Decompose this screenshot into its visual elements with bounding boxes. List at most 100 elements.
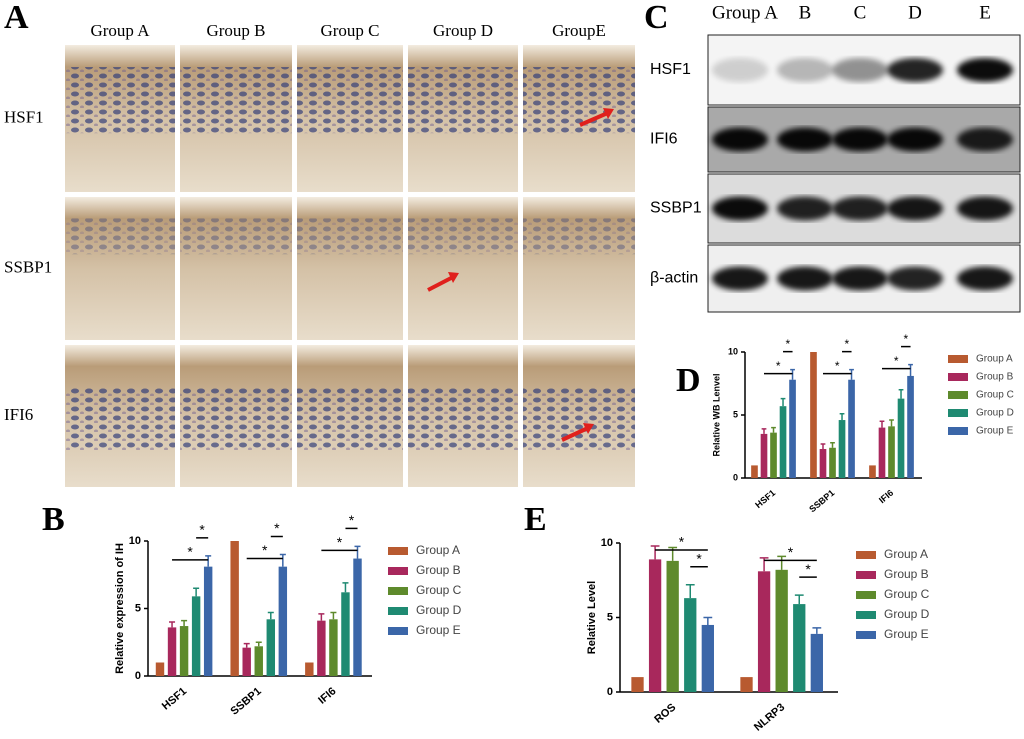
bar [829, 447, 836, 478]
band [887, 196, 943, 221]
histology-image [523, 45, 635, 192]
significance-label: * [805, 561, 811, 577]
error-bar [330, 611, 337, 620]
error-bar [889, 419, 894, 427]
arrow-head [603, 108, 614, 119]
bar [242, 647, 251, 676]
error-bar [794, 594, 804, 605]
bar [740, 677, 753, 692]
histology-image [408, 197, 518, 340]
row-label: HSF1 [4, 107, 44, 126]
row-label: IFI6 [4, 405, 33, 424]
significance-label: * [776, 359, 781, 373]
band [712, 196, 768, 221]
y-tick-label: 0 [135, 670, 141, 682]
legend-label: Group D [416, 603, 462, 617]
histology-image [523, 197, 635, 340]
y-axis-label: Relative WB Lenvel [711, 373, 721, 456]
arrow [427, 274, 456, 292]
bar [684, 598, 697, 692]
significance-label: * [835, 359, 840, 373]
arrow-head [583, 423, 594, 434]
column-label: GroupE [552, 21, 606, 40]
error-bar [777, 555, 787, 570]
significance-label: * [187, 544, 193, 560]
bar [631, 677, 644, 692]
column-label: Group B [206, 21, 265, 40]
blot [707, 173, 1021, 244]
lane-label: B [799, 2, 812, 23]
nuclei [297, 218, 403, 255]
bar [167, 627, 177, 676]
bar [155, 662, 165, 676]
legend-swatch [948, 391, 968, 399]
blot [707, 34, 1021, 106]
y-tick-label: 5 [607, 611, 613, 623]
panel-letter: C [644, 0, 669, 36]
significance-label: * [199, 522, 205, 538]
bar [907, 375, 914, 478]
bar [869, 465, 876, 478]
error-bar [243, 642, 250, 648]
band [887, 58, 943, 82]
error-bar [898, 389, 904, 399]
bar [353, 558, 362, 676]
legend-swatch [856, 631, 876, 639]
blot-label: IFI6 [650, 131, 678, 148]
nuclei [180, 67, 292, 134]
bar [341, 592, 350, 676]
panel-letter: A [4, 0, 29, 36]
legend-swatch [388, 587, 408, 595]
legend-label: Group E [976, 426, 1014, 437]
column-label: Group D [433, 21, 493, 40]
band [712, 266, 768, 291]
band [957, 127, 1013, 152]
panel-letter: B [42, 501, 65, 538]
nuclei [523, 218, 635, 255]
nuclei [408, 218, 518, 255]
band [887, 127, 943, 152]
band [777, 266, 833, 291]
nuclei [297, 387, 403, 452]
legend-swatch [856, 571, 876, 579]
band [712, 58, 768, 82]
error-bar [342, 582, 349, 593]
significance-label: * [274, 520, 280, 536]
bar [266, 619, 276, 676]
error-bar [761, 428, 767, 434]
band [712, 127, 768, 152]
y-tick-label: 10 [129, 535, 141, 547]
bar [317, 620, 326, 676]
band [957, 58, 1013, 82]
band [957, 196, 1013, 221]
bar [888, 426, 895, 478]
legend-swatch [948, 427, 968, 435]
legend-swatch [948, 409, 968, 417]
error-bar [703, 616, 713, 625]
significance-label: * [785, 337, 790, 351]
error-bar [790, 368, 795, 380]
bar [819, 449, 827, 478]
band [777, 58, 833, 82]
y-tick-label: 10 [601, 537, 613, 549]
significance-label: * [262, 542, 268, 558]
nuclei [65, 387, 175, 452]
y-axis-label: Relative Level [586, 581, 598, 654]
bar [848, 379, 855, 478]
bar [191, 596, 201, 676]
nuclei [180, 218, 292, 255]
histology-image [180, 45, 292, 192]
legend-swatch [948, 373, 968, 381]
histology-image [65, 45, 175, 192]
arrow [579, 110, 611, 127]
error-bar [354, 545, 361, 559]
y-axis-label: Relative expression of IH [114, 543, 126, 674]
error-bar [318, 613, 325, 621]
error-bar [839, 412, 845, 421]
bar [810, 633, 823, 692]
legend-label: Group E [416, 623, 461, 637]
legend-swatch [388, 567, 408, 575]
error-bar [193, 587, 200, 597]
bar [878, 427, 886, 478]
